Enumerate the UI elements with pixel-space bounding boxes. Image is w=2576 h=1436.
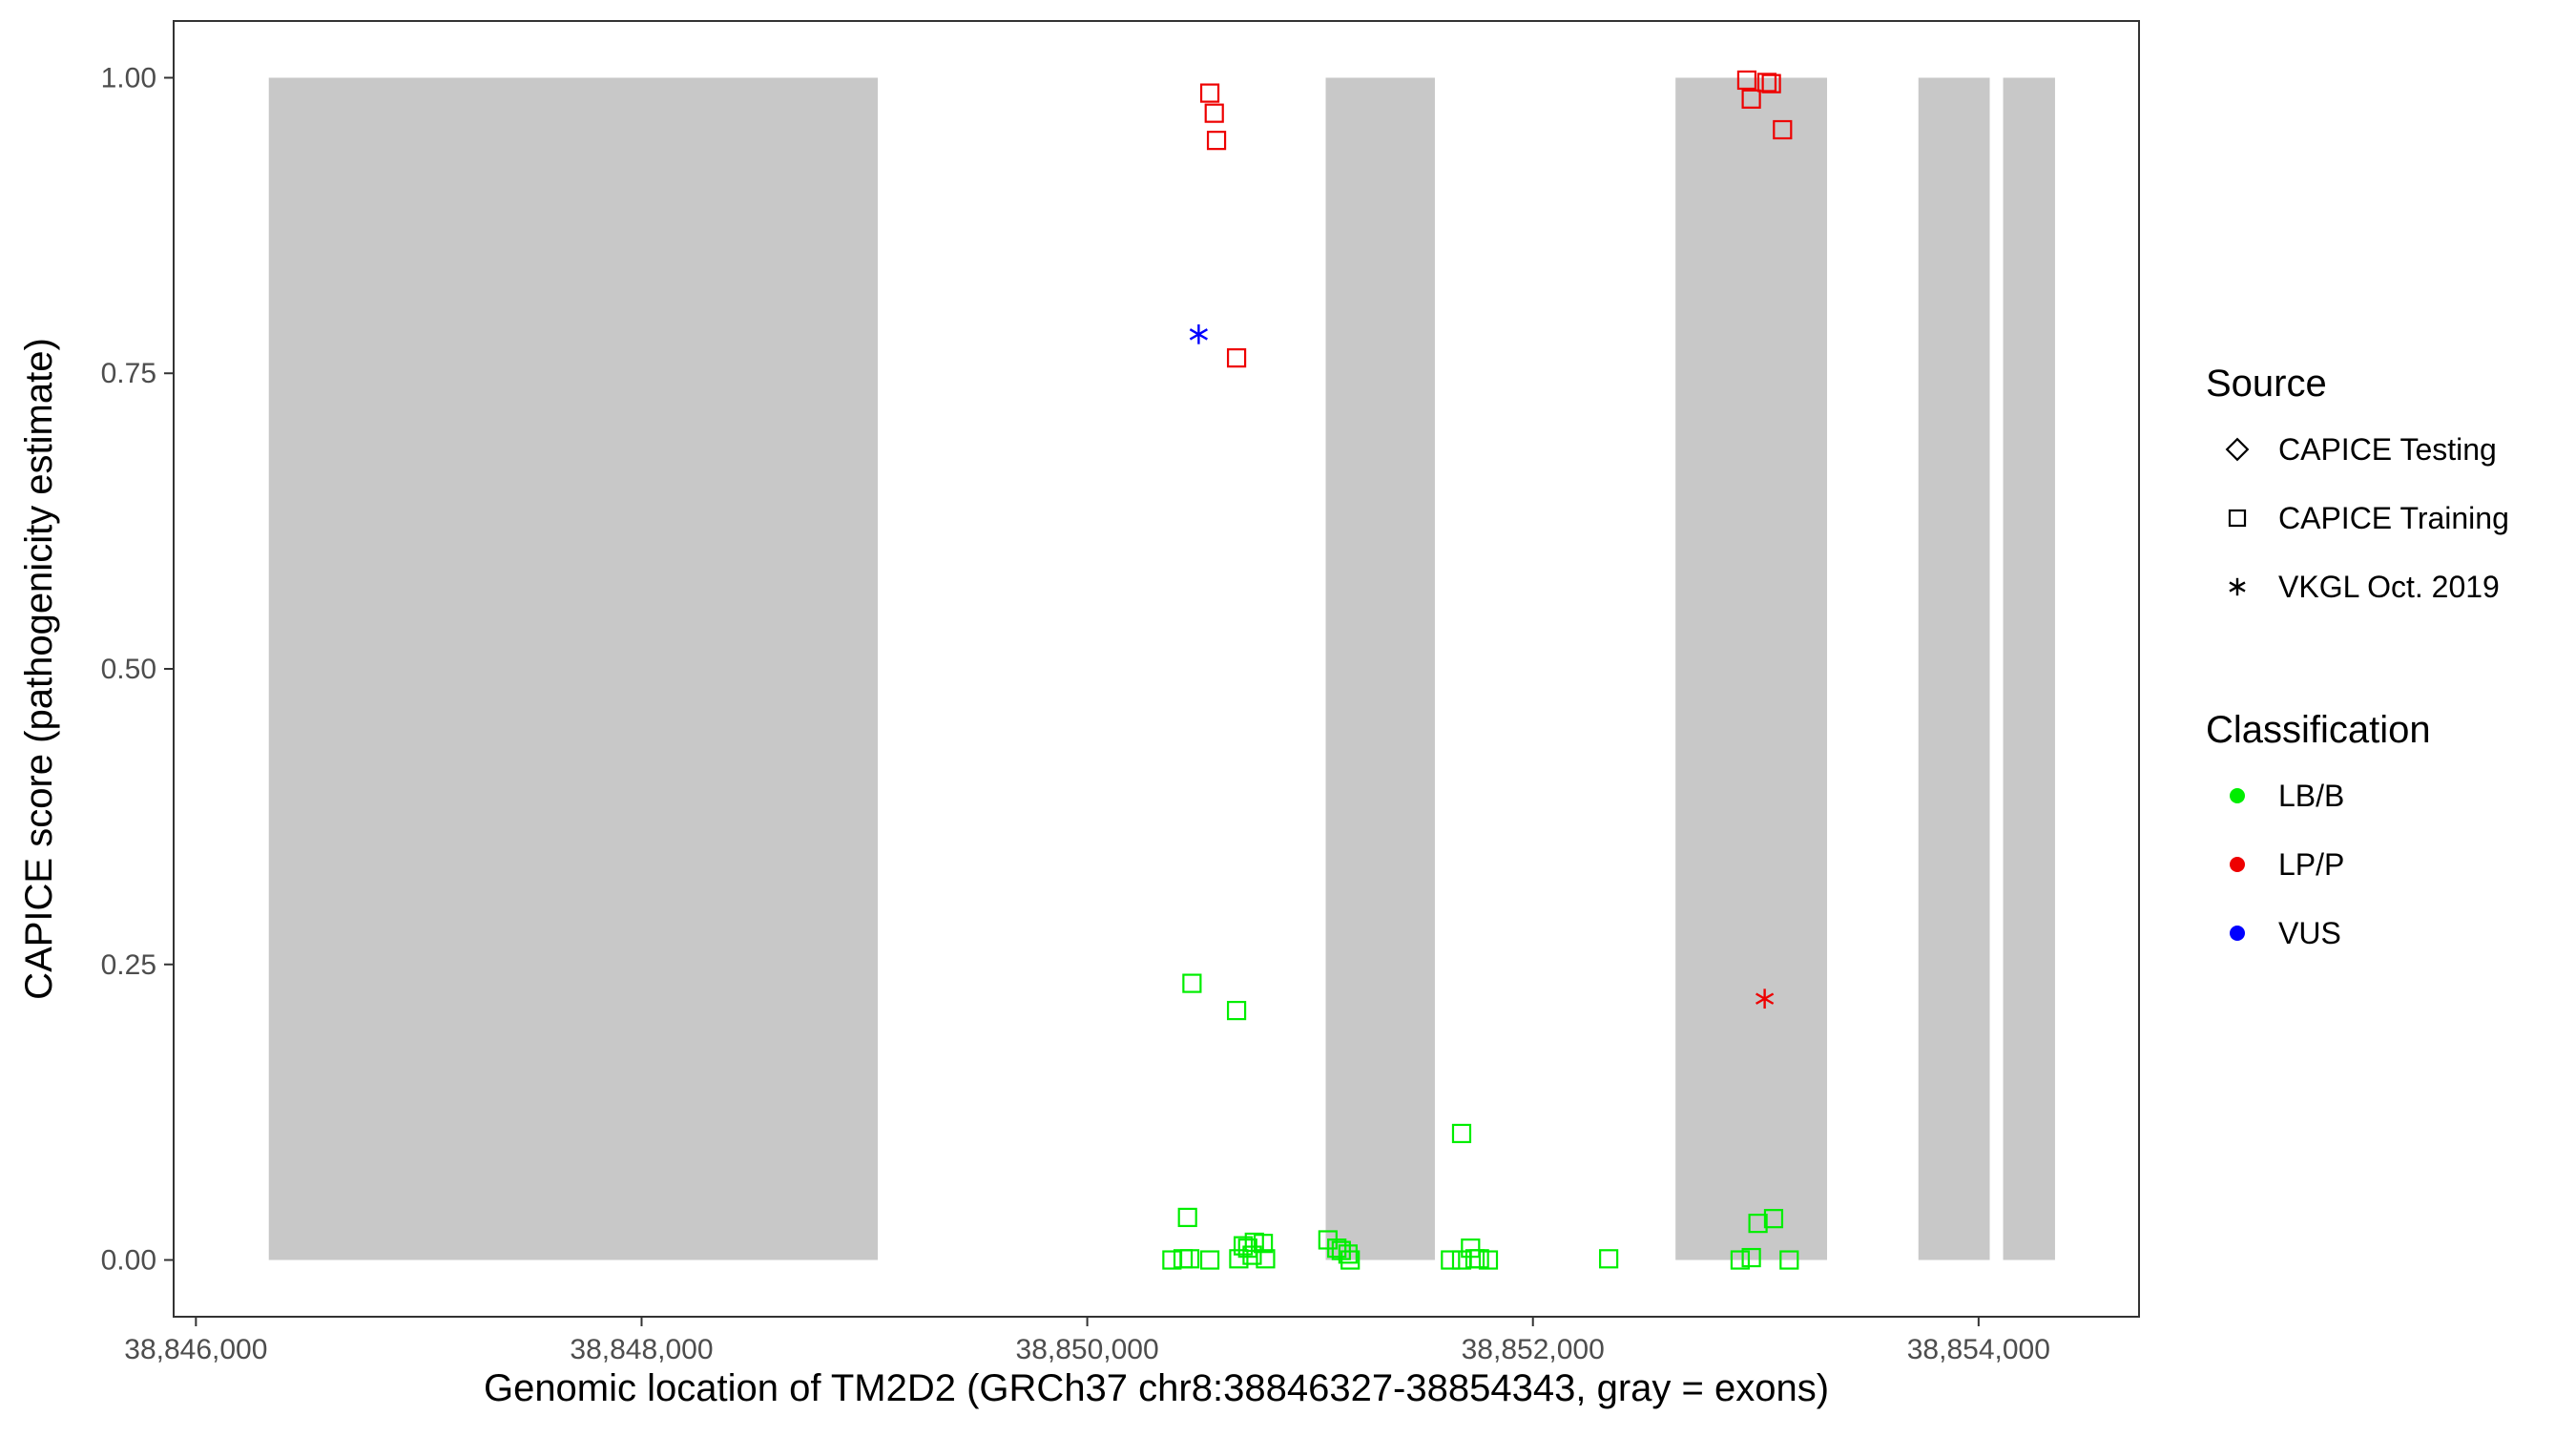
data-point (1478, 1250, 1499, 1270)
y-tick-label: 0.50 (101, 654, 156, 685)
data-point (1338, 1244, 1358, 1264)
data-point (1465, 1249, 1485, 1269)
data-point (1340, 1250, 1361, 1270)
data-point (1179, 1249, 1200, 1269)
x-axis-label: Genomic location of TM2D2 (GRCh37 chr8:3… (484, 1367, 1829, 1409)
data-point (1773, 119, 1793, 140)
data-point (1206, 131, 1227, 151)
x-tick-label: 38,846,000 (124, 1334, 267, 1365)
legend-source-label: CAPICE Training (2278, 501, 2509, 535)
legend-source-label: VKGL Oct. 2019 (2278, 570, 2500, 604)
x-tick-label: 38,850,000 (1016, 1334, 1159, 1365)
data-point (1199, 1250, 1220, 1270)
data-point (1736, 70, 1757, 91)
data-point (1730, 1250, 1751, 1270)
exon-layer (268, 77, 2055, 1260)
data-point (1761, 73, 1781, 94)
data-point (1173, 1249, 1194, 1269)
y-tick-label: 0.25 (101, 949, 156, 981)
data-point (1599, 1249, 1619, 1269)
legend-classification-title: Classification (2206, 709, 2431, 751)
x-tick-label: 38,854,000 (1907, 1334, 2050, 1365)
y-tick-label: 0.75 (101, 358, 156, 389)
data-point (1199, 83, 1220, 103)
exon-band-4 (1918, 77, 1990, 1260)
y-tick-label: 0.00 (101, 1245, 156, 1277)
data-point (1327, 1238, 1347, 1259)
y-tick-label: 1.00 (101, 62, 156, 94)
legend-key-square-icon (2228, 509, 2247, 528)
x-tick-label: 38,848,000 (570, 1334, 713, 1365)
legend-key-diamond-icon (2225, 437, 2250, 462)
data-point (1741, 89, 1761, 109)
legend-source-title: Source (2206, 363, 2327, 405)
data-point (1755, 989, 1775, 1009)
axis-layer: 38,846,000 38,848,000 38,850,000 38,852,000… (101, 62, 2050, 1365)
data-point (1237, 1238, 1257, 1259)
data-point (1226, 348, 1247, 368)
exon-band-1 (268, 77, 879, 1260)
data-point (1242, 1245, 1262, 1265)
data-point (1256, 1249, 1276, 1269)
legend-dot-icon (2230, 857, 2245, 872)
data-point (1779, 1250, 1799, 1270)
data-point (1162, 1250, 1182, 1270)
data-point (1226, 1000, 1247, 1021)
legend-key-asterisk-icon (2229, 577, 2246, 596)
legend-dot-icon (2230, 926, 2245, 941)
legend-source-label: CAPICE Testing (2278, 432, 2497, 467)
data-point (1182, 973, 1202, 993)
point-layer (1162, 70, 1799, 1270)
data-point (1189, 323, 1208, 344)
x-tick-label: 38,852,000 (1462, 1334, 1605, 1365)
data-point (1763, 1209, 1784, 1229)
legend-classification-label: LP/P (2278, 847, 2344, 882)
exon-band-5 (2003, 77, 2055, 1260)
legend-classification-label: LB/B (2278, 779, 2344, 813)
data-point (1204, 103, 1224, 123)
data-point (1756, 73, 1777, 93)
y-axis-label: CAPICE score (pathogenicity estimate) (18, 338, 60, 1000)
legend-dot-icon (2230, 788, 2245, 803)
legend: Source CAPICE Testing CAPICE Training VKGL … (2206, 363, 2509, 950)
data-point (1254, 1234, 1274, 1254)
data-point (1451, 1123, 1472, 1144)
exon-band-2 (1325, 77, 1435, 1260)
data-point (1741, 1247, 1761, 1268)
data-point (1177, 1207, 1197, 1228)
legend-classification-label: VUS (2278, 916, 2341, 950)
data-point (1748, 1214, 1768, 1234)
exon-band-3 (1675, 77, 1828, 1260)
data-point (1441, 1250, 1461, 1270)
